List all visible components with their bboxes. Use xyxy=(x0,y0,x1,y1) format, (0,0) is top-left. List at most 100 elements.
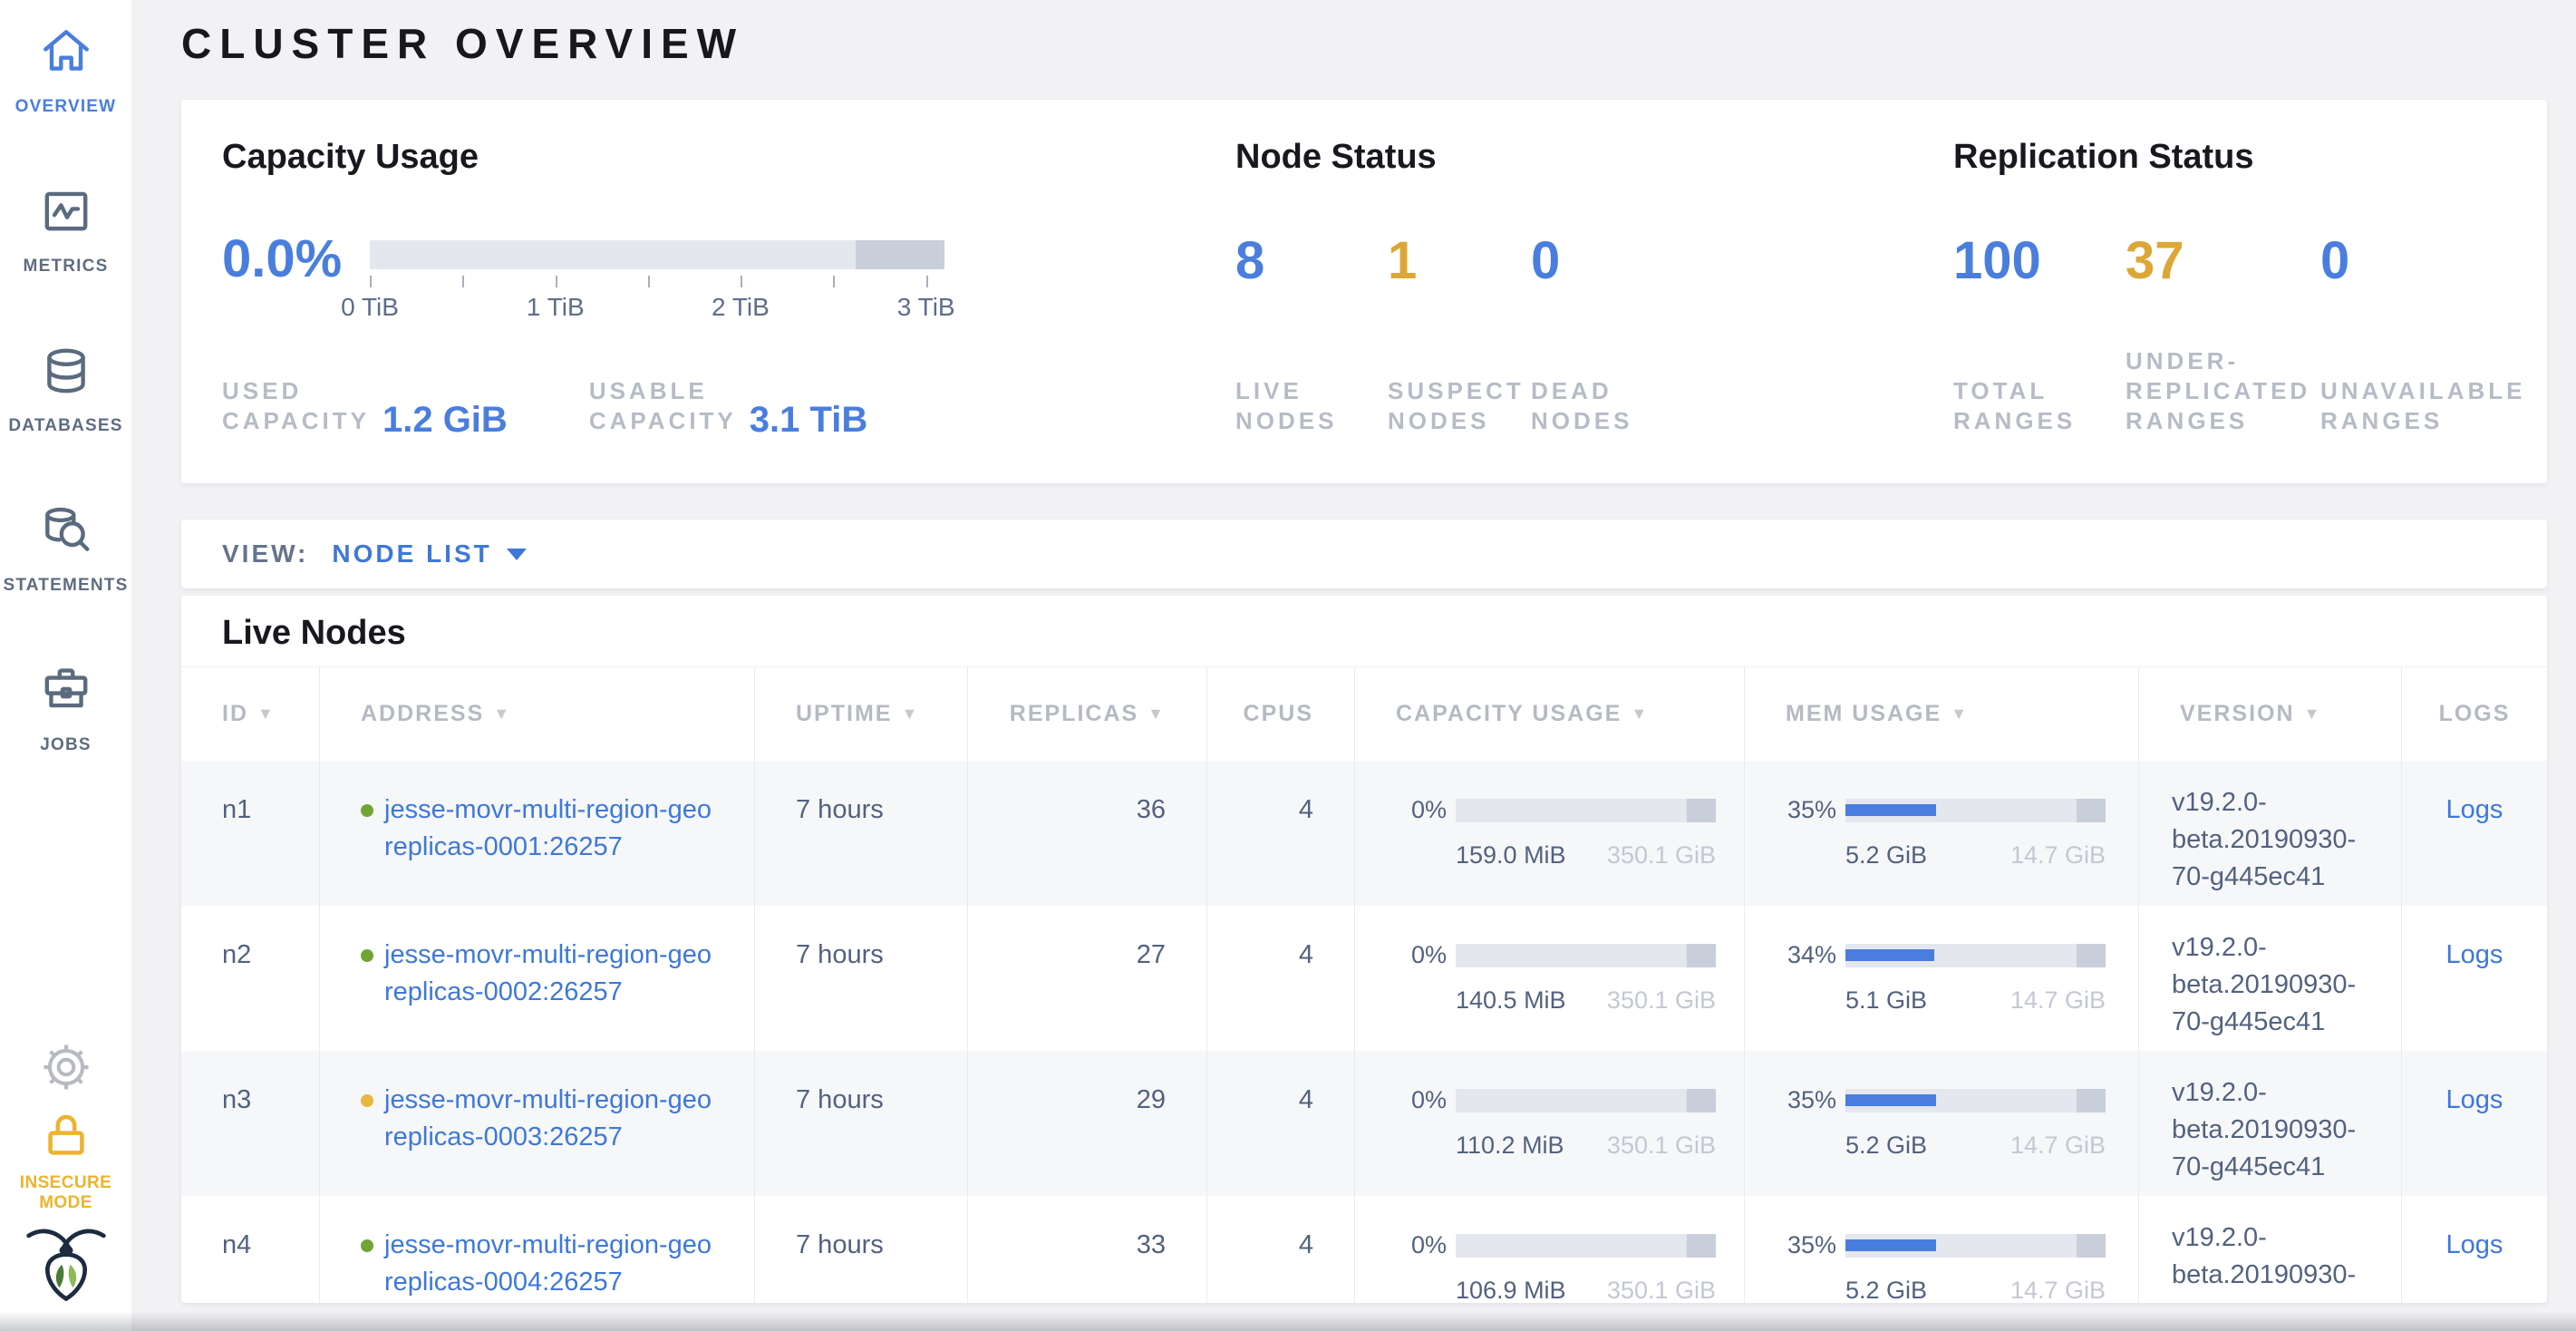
mem-used-value: 5.1 GiB xyxy=(1845,986,1928,1014)
column-header-version[interactable]: VERSION ▼ xyxy=(2139,667,2402,761)
live-nodes-title: Live Nodes xyxy=(222,614,406,652)
capacity-bar-reserved xyxy=(1687,798,1716,822)
sidebar: OVERVIEW METRICS DATABASES STATEMENTS JO… xyxy=(0,0,131,1331)
view-selected-value: NODE LIST xyxy=(332,539,492,568)
sidebar-item-overview[interactable]: OVERVIEW xyxy=(0,24,131,183)
column-header-capacity-usage[interactable]: CAPACITY USAGE ▼ xyxy=(1355,667,1745,761)
node-status-section: Node Status 8 LIVE NODES 1 SUSPECT NODES… xyxy=(1235,138,1953,436)
table-row-n3: n3 jesse-movr-multi-region-geo replicas-… xyxy=(181,1051,2547,1196)
node-health-dot xyxy=(361,949,373,962)
node-version-cell: v19.2.0- beta.20190930- 70-g445ec41 xyxy=(2139,761,2402,906)
stat-value-unavailable: 0 xyxy=(2320,231,2350,290)
mem-bar-fill xyxy=(1845,803,1937,816)
column-header-label: REPLICAS xyxy=(1009,701,1139,726)
column-header-replicas[interactable]: REPLICAS ▼ xyxy=(968,667,1207,761)
sidebar-item-label: STATEMENTS xyxy=(3,576,129,595)
capacity-mini-bar xyxy=(1456,1233,1716,1258)
sidebar-item-statements[interactable]: STATEMENTS xyxy=(0,502,131,662)
sidebar-item-label: JOBS xyxy=(40,735,92,754)
stat-value-live: 8 xyxy=(1235,231,1265,290)
cockroachdb-logo[interactable] xyxy=(0,1220,131,1306)
column-header-id[interactable]: ID ▼ xyxy=(181,667,320,761)
node-capacity-usage-cell: 0% 110.2 MiB 350.1 GiB xyxy=(1355,1051,1745,1196)
column-header-uptime[interactable]: UPTIME ▼ xyxy=(755,667,968,761)
column-header-address[interactable]: ADDRESS ▼ xyxy=(320,667,755,761)
sort-arrow-icon: ▼ xyxy=(1631,704,1650,723)
metrics-icon xyxy=(38,183,94,239)
node-health-dot xyxy=(361,1239,373,1252)
node-id-cell: n3 xyxy=(181,1051,320,1196)
node-cpus-cell: 4 xyxy=(1207,1051,1355,1196)
view-label: VIEW: xyxy=(222,539,309,568)
sidebar-item-label: DATABASES xyxy=(8,416,123,435)
axis-label-3tib: 3 TiB xyxy=(896,293,955,321)
node-address-cell: jesse-movr-multi-region-geo replicas-000… xyxy=(320,761,755,906)
sidebar-nav: OVERVIEW METRICS DATABASES STATEMENTS JO… xyxy=(0,0,131,821)
mem-percent: 35% xyxy=(1787,796,1836,823)
capacity-bar-reserved xyxy=(1687,1233,1716,1258)
sort-arrow-icon: ▼ xyxy=(1951,704,1970,723)
summary-stat: 37 UNDER- REPLICATED RANGES xyxy=(2126,228,2320,436)
chevron-down-icon xyxy=(506,548,527,560)
summary-stat: 0 DEAD NODES xyxy=(1531,228,1632,436)
stat-value-suspect: 1 xyxy=(1388,231,1418,290)
node-logs-cell: Logs xyxy=(2402,1051,2547,1196)
node-address-link[interactable]: jesse-movr-multi-region-geo replicas-000… xyxy=(384,1085,712,1151)
usable-capacity-stat: USABLE CAPACITY 3.1 TiB xyxy=(589,376,867,438)
node-logs-cell: Logs xyxy=(2402,761,2547,906)
logs-link[interactable]: Logs xyxy=(2445,1085,2503,1114)
live-nodes-table: ID ▼ ADDRESS ▼ UPTIME ▼ REPLICAS ▼ CPUS … xyxy=(181,666,2547,1303)
node-version-cell: v19.2.0- beta.20190930- xyxy=(2139,1196,2402,1303)
column-header-label: ID xyxy=(222,701,248,726)
sidebar-item-metrics[interactable]: METRICS xyxy=(0,183,131,343)
logs-link[interactable]: Logs xyxy=(2445,795,2503,824)
logs-link[interactable]: Logs xyxy=(2445,940,2503,969)
used-capacity-label: USED CAPACITY xyxy=(222,377,370,434)
node-capacity-usage-cell: 0% 140.5 MiB 350.1 GiB xyxy=(1355,906,1745,1051)
sidebar-item-databases[interactable]: DATABASES xyxy=(0,343,131,502)
insecure-mode-indicator[interactable]: INSECURE MODE xyxy=(0,1110,131,1213)
statements-icon xyxy=(38,502,94,559)
insecure-mode-label: INSECURE MODE xyxy=(19,1173,112,1212)
sort-arrow-icon: ▼ xyxy=(493,704,512,723)
summary-stat: 0 UNAVAILABLE RANGES xyxy=(2320,228,2525,436)
node-uptime-cell: 7 hours xyxy=(755,906,968,1051)
mem-used-value: 5.2 GiB xyxy=(1845,841,1928,869)
column-header-label: LOGS xyxy=(2438,701,2511,726)
capacity-bar-reserved xyxy=(1687,1088,1716,1112)
sort-arrow-icon: ▼ xyxy=(901,704,920,723)
gear-icon xyxy=(38,1039,94,1095)
capacity-total-value: 350.1 GiB xyxy=(1606,1132,1716,1159)
home-icon xyxy=(38,24,94,80)
sort-arrow-icon: ▼ xyxy=(257,704,276,723)
column-header-mem-usage[interactable]: MEM USAGE ▼ xyxy=(1745,667,2139,761)
node-address-link[interactable]: jesse-movr-multi-region-geo replicas-000… xyxy=(384,795,712,861)
node-version-cell: v19.2.0- beta.20190930- 70-g445ec41 xyxy=(2139,1051,2402,1196)
node-logs-cell: Logs xyxy=(2402,906,2547,1051)
node-address-cell: jesse-movr-multi-region-geo replicas-000… xyxy=(320,1051,755,1196)
capacity-bar-track xyxy=(370,240,944,269)
node-address-link[interactable]: jesse-movr-multi-region-geo replicas-000… xyxy=(384,940,712,1006)
capacity-axis-labels: 0 TiB 1 TiB 2 TiB 3 TiB xyxy=(341,293,955,324)
capacity-usage-bar: 0 TiB 1 TiB 2 TiB 3 TiB xyxy=(341,240,955,324)
sidebar-item-jobs[interactable]: JOBS xyxy=(0,662,131,821)
used-capacity-value: 1.2 GiB xyxy=(382,400,508,440)
logs-link[interactable]: Logs xyxy=(2445,1230,2503,1259)
node-health-dot xyxy=(361,1094,373,1107)
capacity-percent: 0% xyxy=(1410,796,1447,823)
main-content: CLUSTER OVERVIEW Capacity Usage 0.0% xyxy=(131,0,2576,1331)
sort-arrow-icon: ▼ xyxy=(2303,704,2322,723)
node-mem-usage-cell: 35% 5.2 GiB 14.7 GiB xyxy=(1745,1051,2139,1196)
replication-status-title: Replication Status xyxy=(1953,138,2254,176)
mem-total-value: 14.7 GiB xyxy=(2009,841,2106,869)
used-capacity-stat: USED CAPACITY 1.2 GiB xyxy=(222,376,508,440)
stat-label: TOTAL RANGES xyxy=(1953,377,2077,434)
stat-value-dead: 0 xyxy=(1531,231,1561,290)
mem-percent: 34% xyxy=(1787,941,1836,968)
page-title: CLUSTER OVERVIEW xyxy=(181,20,745,67)
node-address-link[interactable]: jesse-movr-multi-region-geo replicas-000… xyxy=(384,1230,712,1297)
mem-bar-fill xyxy=(1845,1093,1937,1106)
view-selector-dropdown[interactable]: NODE LIST xyxy=(332,539,527,568)
settings-button[interactable] xyxy=(0,1039,131,1095)
